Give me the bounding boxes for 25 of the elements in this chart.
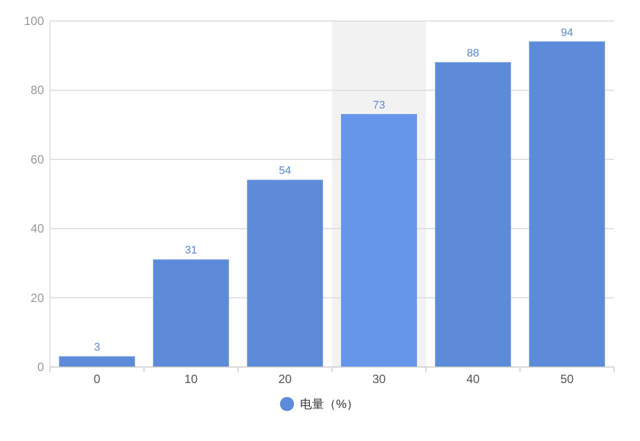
y-tick-label: 100 (24, 14, 44, 28)
x-tick-label: 50 (560, 372, 574, 386)
x-tick-label: 20 (278, 372, 292, 386)
data-label: 94 (560, 26, 574, 39)
legend-label: 电量（%） (300, 397, 359, 411)
y-tick-label: 60 (30, 152, 44, 166)
legend: 电量（%） (280, 397, 359, 411)
data-label: 73 (372, 99, 386, 112)
x-tick-label: 30 (372, 372, 386, 386)
data-label: 54 (278, 165, 292, 178)
data-label: 88 (466, 48, 480, 60)
bar (59, 356, 135, 368)
x-tick-label: 40 (466, 372, 480, 386)
bar (153, 259, 229, 368)
bar (247, 180, 323, 368)
data-label: 31 (184, 244, 198, 257)
y-tick-label: 40 (30, 222, 44, 236)
bar (529, 41, 605, 368)
x-tick-label: 0 (94, 372, 101, 386)
data-label: 3 (94, 342, 100, 354)
bar (435, 62, 511, 368)
y-tick-label: 20 (30, 290, 44, 305)
x-tick-label: 10 (184, 372, 198, 386)
y-tick-label: 0 (37, 360, 44, 374)
y-tick-label: 80 (30, 83, 44, 98)
